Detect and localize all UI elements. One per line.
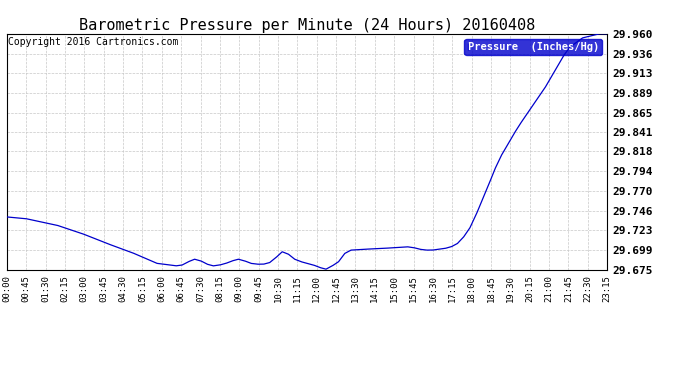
Text: Copyright 2016 Cartronics.com: Copyright 2016 Cartronics.com [8,37,178,47]
Legend: Pressure  (Inches/Hg): Pressure (Inches/Hg) [464,39,602,55]
Title: Barometric Pressure per Minute (24 Hours) 20160408: Barometric Pressure per Minute (24 Hours… [79,18,535,33]
